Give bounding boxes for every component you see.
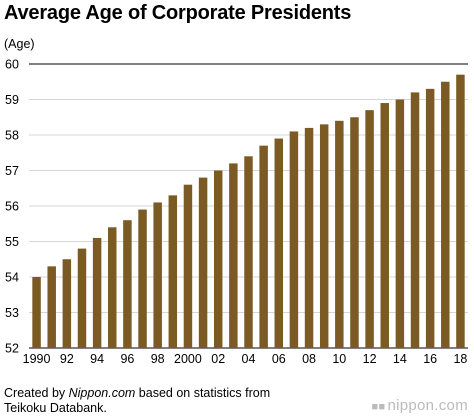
x-tick-label: 12 bbox=[363, 352, 377, 366]
bar-1991 bbox=[47, 266, 56, 348]
credit-line-2: Teikoku Databank. bbox=[4, 401, 107, 415]
bar-1998 bbox=[153, 202, 162, 348]
bar-2015 bbox=[410, 92, 420, 349]
bar-2017 bbox=[441, 81, 450, 348]
y-tick-label: 59 bbox=[5, 93, 19, 107]
x-tick-label: 96 bbox=[120, 352, 134, 366]
y-axis-label: (Age) bbox=[4, 37, 35, 51]
chart-title: Average Age of Corporate Presidents bbox=[4, 2, 352, 24]
x-tick-label: 1990 bbox=[23, 352, 51, 366]
bar-2004 bbox=[244, 156, 253, 348]
bar-1993 bbox=[77, 248, 87, 348]
bar-2003 bbox=[229, 163, 238, 348]
x-tick-label: 08 bbox=[302, 352, 316, 366]
gridlines bbox=[29, 63, 468, 349]
y-tick-label: 57 bbox=[5, 164, 19, 178]
bar-2001 bbox=[198, 177, 208, 348]
x-tick-label: 16 bbox=[423, 352, 437, 366]
bar-2011 bbox=[350, 117, 359, 348]
bar-2008 bbox=[304, 127, 314, 349]
brand-logo: ■■ nippon.com bbox=[372, 397, 468, 414]
x-tick-label: 2000 bbox=[174, 352, 202, 366]
bar-2002 bbox=[213, 170, 223, 348]
bar-2007 bbox=[289, 131, 299, 348]
bar-1994 bbox=[92, 237, 102, 348]
credit-suffix: based on statistics from bbox=[135, 386, 271, 400]
brand-text: nippon.com bbox=[387, 397, 468, 414]
x-tick-label: 06 bbox=[272, 352, 286, 366]
bar-2016 bbox=[425, 88, 435, 348]
x-tick-label: 94 bbox=[90, 352, 104, 366]
y-tick-label: 54 bbox=[5, 271, 19, 285]
y-tick-label: 53 bbox=[5, 306, 19, 320]
bar-2014 bbox=[395, 99, 405, 348]
bar-2005 bbox=[259, 145, 268, 348]
bar-2009 bbox=[319, 124, 329, 348]
source-credit: Created by Nippon.com based on statistic… bbox=[4, 386, 270, 416]
bar-1996 bbox=[123, 220, 132, 348]
x-tick-label: 98 bbox=[151, 352, 165, 366]
x-tick-labels: 1990 92 94 96 98 2000 02 04 06 08 10 12 14 16 18 bbox=[23, 352, 468, 366]
bar-1997 bbox=[138, 209, 147, 348]
bar-2006 bbox=[274, 138, 284, 348]
y-tick-label: 56 bbox=[5, 200, 19, 214]
credit-source-name: Nippon.com bbox=[68, 386, 136, 400]
bar-1992 bbox=[62, 259, 72, 348]
x-tick-label: 92 bbox=[60, 352, 74, 366]
x-tick-label: 18 bbox=[453, 352, 467, 366]
y-tick-label: 60 bbox=[5, 58, 19, 72]
bar-chart: 52 53 54 55 56 57 58 59 60 1990 92 94 96 98 2000 02 04 0… bbox=[5, 58, 468, 366]
y-tick-labels: 52 53 54 55 56 57 58 59 60 bbox=[5, 58, 19, 356]
bar-2012 bbox=[365, 110, 374, 349]
bar-1995 bbox=[108, 227, 117, 348]
y-tick-label: 58 bbox=[5, 129, 19, 143]
credit-prefix: Created by bbox=[4, 386, 69, 400]
x-tick-label: 04 bbox=[242, 352, 256, 366]
bar-1999 bbox=[168, 195, 178, 348]
y-tick-label: 52 bbox=[5, 342, 19, 356]
bar-2013 bbox=[380, 103, 389, 348]
x-tick-label: 14 bbox=[393, 352, 407, 366]
bar-2000 bbox=[183, 184, 193, 348]
nippon-logo-icon: ■■ bbox=[371, 401, 386, 413]
y-tick-label: 55 bbox=[5, 235, 19, 249]
bar-2010 bbox=[335, 120, 344, 348]
bar-1990 bbox=[32, 277, 41, 348]
x-tick-label: 10 bbox=[332, 352, 346, 366]
bars bbox=[32, 74, 465, 349]
x-tick-label: 02 bbox=[211, 352, 225, 366]
bar-2018 bbox=[456, 74, 465, 349]
